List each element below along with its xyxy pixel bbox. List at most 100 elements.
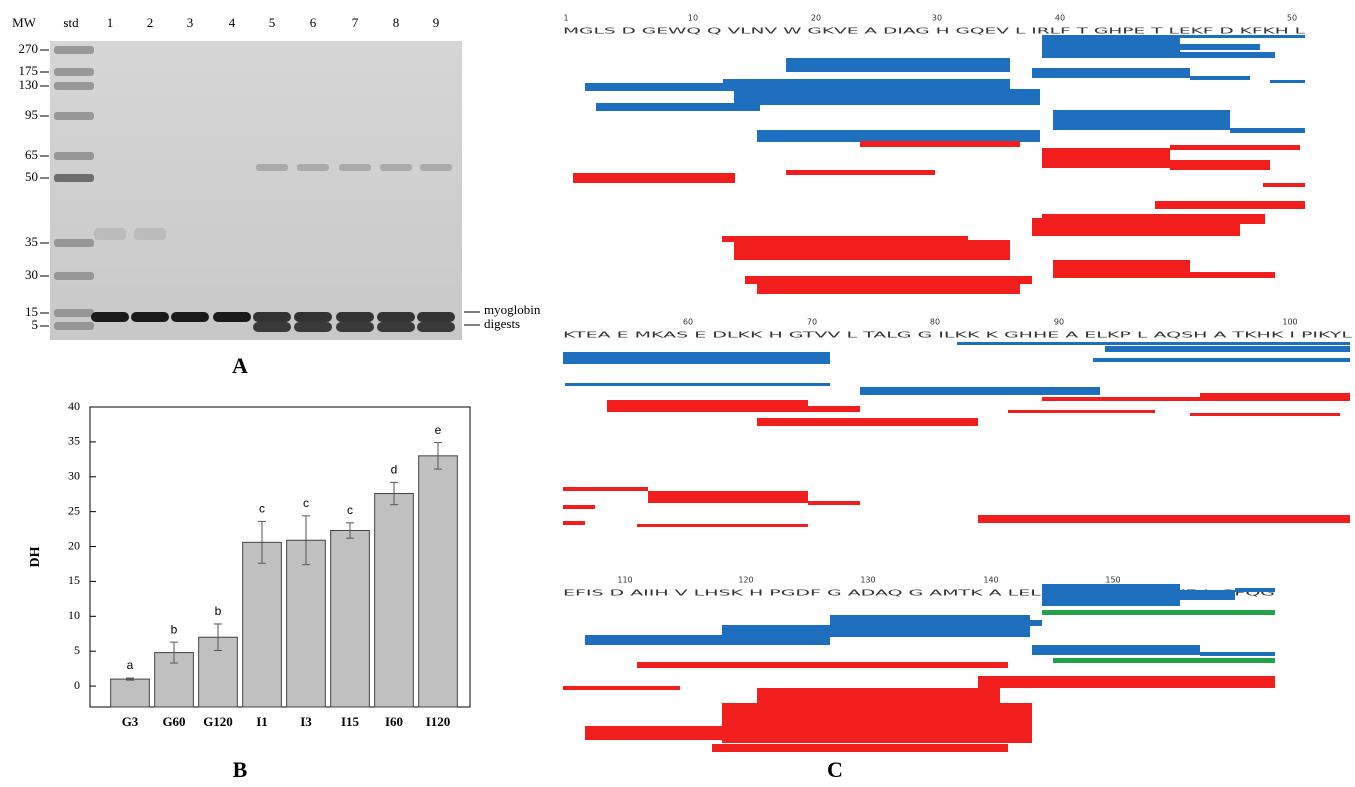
peptide-bar [1053,110,1230,130]
y-tick-label: 35 [68,434,80,448]
peptide-bar [786,170,935,175]
peptide-bar [808,501,860,505]
peptide-bar [637,524,808,527]
bar [243,542,282,707]
peptide-bar [1053,658,1275,663]
peptide-bar [745,276,1032,284]
faint-band [134,228,166,240]
mw-label: MW [12,15,37,30]
peptide-bar [607,400,808,412]
bar [331,530,370,707]
peptide-bar [648,491,808,503]
bar-chart: B DH 0510152025303540G3aG60bG120bI1cI3cI… [28,399,470,782]
significance-letter: b [171,622,178,636]
y-tick-label: 20 [68,538,80,552]
peptide-bar [1053,260,1190,278]
y-tick-label: 10 [68,608,80,622]
peptide-bar [1042,35,1305,38]
faint-band [420,164,452,171]
position-number: 140 [983,576,998,585]
peptide-bar [1042,148,1170,168]
peptide-bar [563,521,585,525]
peptide-bar [1170,145,1300,150]
position-number: 80 [930,318,940,327]
digest-band [377,322,415,332]
lane-label: 2 [147,15,154,30]
peptide-bar [1008,410,1155,413]
position-number: 50 [1287,14,1297,23]
std-label: std [63,15,79,30]
protein-band [131,312,169,322]
ladder-band [54,309,94,317]
peptide-bar [1180,44,1260,50]
peptide-bar [1263,183,1305,187]
lane-label: 4 [229,15,236,30]
position-number: 70 [807,318,817,327]
marker-label: 130 [19,77,39,92]
band-label: digests [484,316,520,331]
figure: MW std A 2701751309565503530155123456789… [0,0,1355,787]
peptide-bar [585,726,722,740]
peptide-bar [1032,645,1200,655]
peptide-bar [1042,38,1180,58]
peptide-bar [1190,76,1250,80]
x-tick-label: I120 [426,714,451,729]
marker-label: 175 [19,63,39,78]
faint-band [380,164,412,171]
ladder-band [54,239,94,247]
peptide-bar [860,387,1100,395]
faint-band [297,164,329,171]
peptide-bar [637,662,1008,668]
lane-label: 1 [107,15,114,30]
protein-band [336,312,374,322]
significance-letter: c [259,502,265,516]
peptide-bar [1042,610,1275,615]
protein-band [253,312,291,322]
digest-band [417,322,455,332]
faint-band [339,164,371,171]
peptide-bar [563,505,595,509]
peptide-bar [1042,584,1180,606]
sequence: KTEA E MKAS E DLKK H GTVV L TALG G ILKK … [563,331,1353,340]
panel-label: C [827,757,843,782]
coverage-map: C MGLS D GEWQ Q VLNV W GKVE A DIAG H GQE… [563,14,1353,783]
marker-label: 95 [25,107,38,122]
ladder-band [54,174,94,182]
bar [111,679,150,707]
significance-letter: c [303,496,309,510]
position-number: 120 [738,576,753,585]
peptide-bar [957,342,1350,345]
peptide-bar [860,141,1020,147]
y-tick-label: 25 [68,503,80,517]
bar [287,540,326,707]
position-number: 100 [1282,318,1297,327]
marker-label: 5 [32,317,39,332]
marker-label: 30 [25,267,38,282]
y-axis-label: DH [28,546,43,567]
position-number: 40 [1055,14,1065,23]
ladder-band [54,82,94,90]
peptide-bar [734,240,1010,260]
peptide-bar [978,676,1275,688]
position-number: 110 [617,576,632,585]
position-number: 130 [860,576,875,585]
peptide-bar [585,635,830,645]
peptide-bar [1270,80,1305,83]
position-number: 60 [683,318,693,327]
ladder-band [54,112,94,120]
position-number: 150 [1105,576,1120,585]
x-tick-label: I60 [385,714,403,729]
marker-label: 35 [25,234,38,249]
peptide-bar [722,625,830,635]
peptide-bar [1170,160,1270,170]
peptide-bar [723,79,1010,85]
peptide-bar [757,418,978,426]
significance-letter: b [215,604,222,618]
marker-label: 65 [25,147,38,162]
peptide-bar [786,58,1010,72]
lane-label: 8 [393,15,400,30]
panel-label: B [233,757,248,782]
peptide-bar [757,130,1040,142]
peptide-bar [565,383,830,386]
